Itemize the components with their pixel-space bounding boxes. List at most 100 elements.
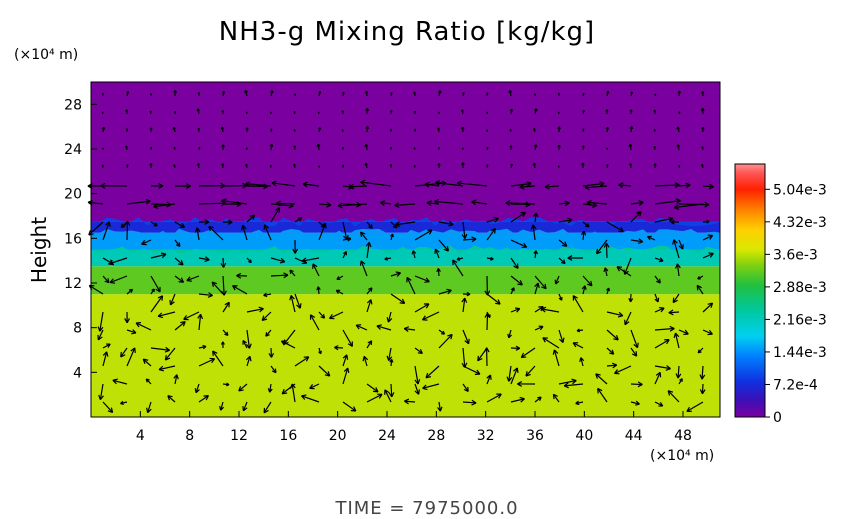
wind-vector: [654, 307, 665, 313]
wind-vector: [510, 367, 519, 385]
y-tick-label: 8: [73, 321, 82, 337]
x-tick-label: 32: [477, 428, 495, 444]
wind-vector: [460, 109, 465, 115]
colorbar-tick-label: 0: [773, 410, 782, 426]
wind-vector: [174, 257, 184, 266]
wind-vector: [335, 289, 344, 295]
wind-vector: [198, 219, 210, 225]
wind-vector: [312, 263, 320, 277]
field-edge-top: [91, 217, 720, 227]
wind-vector: [318, 201, 332, 208]
wind-vector: [462, 383, 469, 393]
wind-vector: [220, 257, 227, 268]
wind-vector: [532, 162, 537, 169]
wind-vector: [525, 365, 536, 377]
wind-vector: [126, 90, 130, 97]
wind-vector: [120, 347, 128, 358]
wind-vector: [653, 146, 657, 151]
wind-vector: [293, 110, 296, 115]
wind-vector: [575, 400, 584, 406]
wind-vector: [437, 111, 440, 115]
wind-vector: [101, 92, 105, 97]
wind-vector: [654, 293, 660, 303]
wind-vector: [100, 182, 128, 189]
wind-vector: [317, 111, 320, 115]
wind-vector: [112, 378, 128, 385]
wind-vector: [647, 235, 656, 241]
wind-vector: [222, 329, 229, 337]
wind-vector: [270, 257, 286, 264]
wind-vector: [437, 147, 441, 151]
wind-vector: [246, 306, 264, 313]
wind-vector: [654, 257, 664, 263]
wind-vector: [654, 275, 661, 284]
wind-vector: [269, 111, 272, 115]
wind-vector: [341, 146, 345, 151]
wind-vector: [606, 311, 624, 318]
wind-vector: [413, 128, 417, 133]
wind-vector: [530, 224, 537, 241]
colorbar-tick-label: 2.88e-3: [773, 280, 827, 296]
y-tick-label: 16: [64, 231, 82, 247]
wind-vector: [510, 396, 525, 403]
wind-vector: [437, 90, 442, 97]
wind-vector: [654, 401, 664, 407]
wind-vector: [334, 345, 344, 351]
wind-vector: [542, 337, 560, 349]
x-tick-label: 44: [625, 428, 643, 444]
wind-vector: [461, 162, 465, 169]
wind-vector: [597, 387, 608, 403]
wind-vector: [124, 220, 131, 241]
wind-vector: [318, 222, 327, 241]
wind-vector: [173, 89, 178, 97]
wind-vector: [222, 382, 230, 387]
wind-vector: [126, 329, 137, 335]
wind-vector: [271, 180, 296, 187]
wind-vector: [124, 145, 129, 151]
wind-vector: [404, 398, 416, 405]
wind-vector: [533, 127, 536, 133]
wind-vector: [135, 322, 152, 331]
wind-vector: [270, 207, 281, 223]
wind-vector: [434, 179, 464, 187]
wind-vector: [558, 217, 573, 224]
wind-vector: [146, 401, 152, 414]
wind-vector: [581, 128, 585, 133]
wind-vector: [581, 285, 587, 295]
wind-vector: [236, 272, 248, 279]
wind-vector: [365, 107, 370, 115]
wind-vector: [584, 184, 608, 191]
wind-vector: [341, 91, 345, 97]
wind-vector: [461, 221, 468, 239]
wind-vector: [316, 286, 321, 295]
y-tick-label: 28: [64, 97, 82, 113]
wind-vector: [586, 199, 608, 206]
wind-vector: [169, 293, 176, 306]
wind-vector: [360, 231, 368, 241]
wind-vector: [167, 395, 176, 403]
wind-vector: [509, 145, 513, 151]
wind-vector: [102, 221, 111, 241]
wind-vector: [109, 275, 128, 284]
wind-vector: [197, 313, 204, 331]
wind-vector: [697, 347, 704, 354]
wind-vector: [630, 238, 644, 245]
wind-vector: [697, 275, 704, 280]
wind-vector: [149, 93, 153, 97]
wind-vector: [533, 93, 537, 97]
x-tick-label: 20: [329, 428, 347, 444]
wind-vector: [289, 383, 296, 403]
wind-vector: [533, 144, 538, 151]
wind-vector: [434, 248, 440, 259]
wind-vector: [673, 332, 680, 349]
wind-vector: [544, 183, 560, 190]
x-tick-label: 4: [136, 428, 145, 444]
wind-vector: [145, 378, 152, 385]
wind-vector: [517, 381, 536, 387]
wind-vector: [670, 219, 680, 225]
wind-vector: [212, 350, 224, 367]
wind-vector: [558, 329, 565, 344]
wind-vector: [558, 293, 563, 301]
wind-vector: [452, 259, 464, 277]
